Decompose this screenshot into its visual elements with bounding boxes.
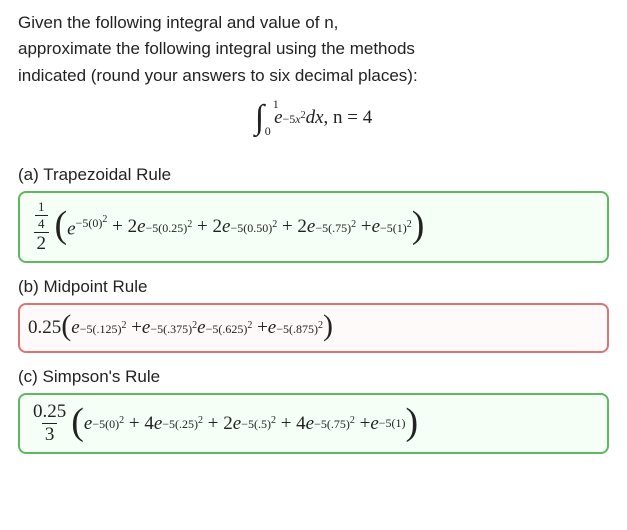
integral-upper: 1 — [273, 97, 279, 112]
problem-container: Given the following integral and value o… — [0, 0, 627, 486]
open-paren: ( — [71, 400, 84, 444]
prompt-line1: Given the following integral and value o… — [18, 13, 338, 32]
mid-coefficient: 0.25 — [28, 317, 61, 339]
part-b-label: (b) Midpoint Rule — [18, 277, 609, 297]
part-a-label: (a) Trapezoidal Rule — [18, 165, 609, 185]
integral-lower: 0 — [265, 124, 271, 139]
close-paren: ) — [406, 400, 419, 444]
close-paren: ) — [323, 309, 333, 343]
prompt-line2: approximate the following integral using… — [18, 39, 415, 58]
prompt-text: Given the following integral and value o… — [18, 10, 609, 89]
midpoint-formula-box: 0.25 ( e−5(.125)2 + e−5(.375)2 e−5(.625)… — [18, 303, 609, 353]
n-value: , n = 4 — [324, 107, 373, 129]
simpson-formula-box: 0.25 3 ( e−5(0)2 + 4e−5(.25)2 + 2e−5(.5)… — [18, 393, 609, 454]
integral-display: ∫ 1 0 e −5x2 dx , n = 4 — [18, 99, 609, 137]
close-paren: ) — [412, 203, 425, 247]
trap-coefficient: 1 4 2 — [30, 199, 53, 255]
simp-coefficient: 0.25 3 — [30, 401, 69, 446]
trapezoidal-formula-box: 1 4 2 ( e−5(0)2 + 2e−5(0.25)2 + 2e−5(0.5… — [18, 191, 609, 263]
integral-sign: ∫ 1 0 — [255, 99, 264, 137]
integrand-exponent: −5x2 — [283, 110, 306, 127]
part-c-label: (c) Simpson's Rule — [18, 367, 609, 387]
open-paren: ( — [55, 203, 68, 247]
prompt-line3: indicated (round your answers to six dec… — [18, 66, 418, 85]
open-paren: ( — [61, 309, 71, 343]
integrand-dx: dx — [306, 107, 324, 129]
